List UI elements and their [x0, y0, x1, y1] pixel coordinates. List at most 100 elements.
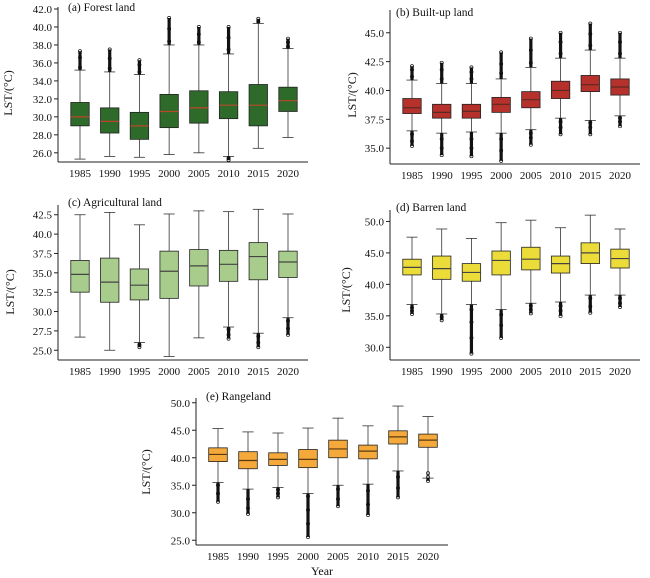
- y-tick-label: 30.0: [33, 112, 53, 124]
- y-axis-label: LST/(°C): [139, 449, 153, 494]
- outlier-point: [499, 50, 504, 55]
- outlier-point: [588, 310, 593, 315]
- x-tick-label: 2020: [277, 168, 300, 180]
- box-1995: [461, 65, 482, 159]
- y-tick-label: 45.0: [365, 248, 385, 260]
- box-2000: [298, 427, 318, 539]
- outlier-point: [528, 307, 533, 312]
- y-tick-label: 35.0: [365, 311, 385, 323]
- y-axis-label: LST/(°C): [339, 267, 353, 312]
- box-2020: [418, 416, 438, 483]
- box-iqr: [278, 250, 298, 278]
- outlier-point: [618, 124, 622, 129]
- y-tick-label: 34.0: [33, 76, 53, 88]
- outlier-point: [167, 26, 172, 31]
- outlier-point: [286, 326, 290, 331]
- outlier-point: [558, 51, 563, 56]
- box-1985: [402, 236, 422, 316]
- outlier-point: [276, 487, 280, 492]
- box-iqr: [70, 260, 90, 293]
- outlier-point: [167, 16, 172, 20]
- x-tick-label: 2010: [550, 366, 573, 378]
- outlier-point: [439, 60, 444, 65]
- box-2015: [248, 16, 268, 149]
- box-2000: [491, 50, 511, 163]
- outlier-point: [588, 125, 593, 130]
- x-tick-label: 1990: [237, 551, 260, 563]
- outlier-point: [226, 327, 231, 332]
- outlier-point: [256, 334, 261, 339]
- outlier-point: [558, 303, 563, 308]
- outlier-point: [306, 535, 310, 539]
- outlier-point: [196, 40, 201, 45]
- y-tick-label: 35.0: [171, 480, 191, 492]
- outlier-point: [226, 158, 231, 162]
- x-tick-label: 2015: [579, 366, 602, 378]
- outlier-point: [469, 307, 474, 312]
- x-tick-label: 1995: [128, 366, 151, 378]
- x-axis-label: Year: [311, 564, 333, 578]
- box-iqr: [159, 250, 179, 299]
- y-tick-label: 30.0: [33, 307, 53, 319]
- y-tick-label: 37.5: [365, 114, 385, 126]
- outlier-point: [499, 158, 504, 163]
- outlier-point: [469, 76, 474, 81]
- outlier-point: [439, 67, 444, 72]
- x-tick-label: 2010: [218, 168, 241, 180]
- box-2020: [610, 228, 630, 309]
- box-1995: [129, 58, 150, 158]
- outlier-point: [469, 146, 474, 151]
- outlier-point: [107, 47, 112, 52]
- panel-title: (c) Agricultural land: [68, 197, 162, 209]
- box-2005: [521, 36, 541, 147]
- x-tick-label: 2000: [490, 366, 513, 378]
- box-iqr: [358, 444, 378, 460]
- outlier-point: [286, 318, 290, 323]
- x-tick-label: 2015: [247, 168, 270, 180]
- outlier-point: [107, 66, 112, 71]
- x-tick-label: 2000: [490, 170, 513, 182]
- outlier-point: [426, 475, 430, 479]
- outlier-point: [558, 308, 563, 313]
- outlier-point: [410, 132, 414, 137]
- outlier-point: [410, 305, 414, 310]
- outlier-point: [528, 48, 533, 53]
- outlier-point: [558, 30, 563, 35]
- outlier-point: [216, 483, 220, 488]
- outlier-point: [246, 511, 250, 516]
- y-tick-label: 50.0: [171, 398, 191, 410]
- x-tick-label: 2000: [158, 168, 181, 180]
- x-tick-label: 1985: [401, 170, 424, 182]
- x-tick-label: 2005: [520, 170, 543, 182]
- outlier-point: [528, 142, 533, 147]
- outlier-point: [499, 136, 504, 141]
- y-tick-label: 35.0: [33, 268, 53, 280]
- box-iqr: [129, 268, 150, 301]
- outlier-point: [528, 135, 533, 140]
- outlier-point: [137, 58, 142, 63]
- outlier-point: [588, 304, 593, 309]
- outlier-point: [499, 335, 504, 340]
- x-tick-label: 2010: [218, 366, 241, 378]
- y-tick-label: 26.0: [33, 148, 53, 160]
- panel-rangeland: (e) Rangeland LST/(°C) Year 25.0 30.0 35.0…: [139, 391, 448, 578]
- box-2015: [388, 405, 408, 500]
- outlier-point: [196, 32, 201, 37]
- outlier-point: [366, 488, 370, 493]
- box-2005: [189, 210, 209, 339]
- outlier-point: [469, 154, 474, 159]
- y-tick-label: 45.0: [171, 425, 191, 437]
- outlier-point: [528, 131, 533, 136]
- x-tick-label: 2005: [327, 551, 350, 563]
- y-tick-label: 40.0: [365, 279, 385, 291]
- box-2015: [248, 208, 268, 350]
- outlier-point: [107, 56, 112, 61]
- outlier-point: [410, 64, 414, 69]
- box-2005: [521, 219, 541, 316]
- outlier-point: [439, 136, 444, 141]
- box-2015: [580, 214, 600, 315]
- x-tick-label: 1990: [99, 366, 122, 378]
- outlier-point: [336, 487, 340, 492]
- outlier-point: [226, 35, 231, 40]
- box-1990: [432, 60, 452, 158]
